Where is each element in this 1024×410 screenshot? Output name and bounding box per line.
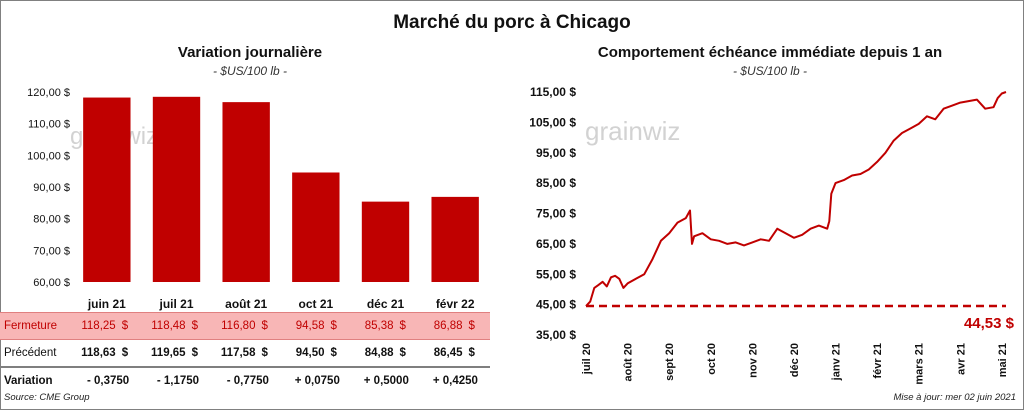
x-tick-label: oct 21	[298, 297, 333, 311]
bar	[431, 196, 479, 282]
line-chart-unit: - $US/100 lb -	[732, 64, 808, 78]
table-row-previous: Précédent 118,63 $ 119,65 $ 117,58 $ 94,50 $…	[0, 339, 490, 368]
x-tick-label: mars 21	[914, 343, 926, 385]
update-note: Mise à jour: mer 02 juin 2021	[893, 392, 1016, 403]
variation-value: + 0,4250	[432, 375, 478, 387]
variation-table: Fermeture 118,25 $ 118,48 $ 116,80 $ 94,58 $…	[0, 312, 490, 394]
bar	[222, 102, 270, 282]
x-tick-label: déc 20	[789, 343, 801, 377]
previous-value: 94,50	[282, 339, 325, 368]
x-tick-label: juil 21	[158, 297, 193, 311]
y-tick-label: 75,00 $	[536, 207, 576, 221]
bar-chart-unit: - $US/100 lb -	[212, 64, 288, 78]
x-tick-label: nov 20	[747, 343, 759, 378]
x-tick-label: juin 21	[87, 297, 126, 311]
reference-label: 44,53 $	[964, 315, 1015, 332]
page-title: Marché du porc à Chicago	[393, 12, 631, 33]
price-series-line	[585, 91, 1007, 307]
bar	[83, 97, 131, 283]
y-tick-label: 115,00 $	[530, 85, 576, 99]
y-tick-label: 60,00 $	[33, 277, 70, 289]
row-label-close: Fermeture	[0, 312, 74, 340]
row-label-variation: Variation	[4, 375, 53, 387]
x-tick-label: juil 20	[581, 343, 593, 375]
bar-chart: grainwiz 60,00 $70,00 $80,00 $90,00 $100…	[27, 87, 479, 311]
row-label-previous: Précédent	[0, 339, 74, 368]
x-tick-label: août 21	[225, 297, 267, 311]
table-row-variation: Variation - 0,3750 - 1,1750 - 0,7750 + 0…	[0, 367, 490, 394]
variation-value: - 0,7750	[226, 375, 269, 387]
y-tick-label: 35,00 $	[536, 328, 576, 342]
variation-value: - 0,3750	[86, 375, 130, 387]
x-tick-label: déc 21	[367, 297, 405, 311]
close-value: 94,58	[282, 312, 325, 340]
y-tick-label: 100,00 $	[27, 150, 70, 162]
close-value: 85,38	[351, 312, 394, 340]
previous-value: 117,58	[212, 339, 256, 368]
y-tick-label: 120,00 $	[27, 87, 70, 99]
x-tick-label: févr 21	[872, 343, 884, 378]
watermark: grainwiz	[585, 116, 680, 146]
previous-value: 119,65	[143, 339, 186, 368]
bar	[152, 96, 201, 283]
previous-value: 86,45	[420, 339, 463, 368]
bar	[361, 201, 410, 282]
x-tick-label: févr 22	[436, 297, 475, 311]
x-tick-label: janv 21	[831, 343, 843, 381]
bar-chart-title: Variation journalière	[177, 44, 323, 61]
x-tick-label: sept 20	[664, 343, 676, 381]
variation-value: + 0,5000	[363, 375, 409, 387]
y-tick-label: 80,00 $	[33, 214, 70, 226]
line-chart-title: Comportement échéance immédiate depuis 1…	[597, 44, 943, 61]
source-note: Source: CME Group	[4, 392, 90, 403]
y-tick-label: 55,00 $	[536, 267, 576, 281]
x-tick-label: oct 20	[706, 343, 718, 375]
close-value: 118,48	[143, 312, 186, 340]
x-tick-label: avr 21	[955, 343, 967, 375]
previous-value: 84,88	[351, 339, 394, 368]
variation-value: - 1,1750	[156, 375, 200, 387]
y-tick-label: 70,00 $	[33, 245, 70, 257]
y-tick-label: 110,00 $	[28, 119, 70, 131]
y-tick-label: 90,00 $	[33, 182, 70, 194]
table-row-close: Fermeture 118,25 $ 118,48 $ 116,80 $ 94,58 $…	[0, 312, 490, 340]
y-tick-label: 105,00 $	[529, 115, 576, 129]
x-tick-label: mai 21	[997, 343, 1009, 377]
close-value: 86,88	[420, 312, 463, 340]
line-chart: grainwiz 35,00 $ 45,00 $ 55,00 $ 65,00 $ 75,…	[529, 85, 1015, 385]
x-tick-label: août 20	[623, 343, 635, 382]
variation-value: + 0,0750	[294, 375, 340, 387]
bar	[292, 172, 340, 282]
close-value: 118,25	[73, 312, 116, 340]
close-value: 116,80	[212, 312, 256, 340]
y-tick-label: 65,00 $	[536, 237, 576, 251]
previous-value: 118,63	[73, 339, 116, 368]
y-tick-label: 95,00 $	[536, 146, 576, 160]
y-tick-label: 45,00 $	[536, 298, 576, 312]
y-tick-label: 85,00 $	[536, 176, 576, 190]
